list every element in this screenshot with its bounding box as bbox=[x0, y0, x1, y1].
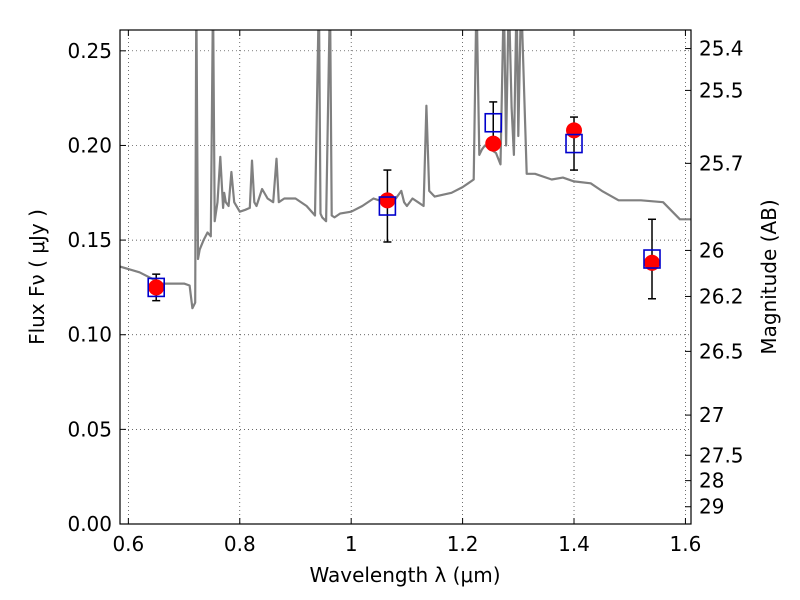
y-axis-title: Flux Fν ( μJy ) bbox=[25, 209, 49, 345]
magnitude-tick-label: 29 bbox=[699, 495, 724, 519]
model-spectrum bbox=[120, 30, 691, 310]
x-tick-label: 1.2 bbox=[447, 532, 479, 556]
magnitude-tick-label: 25.7 bbox=[699, 151, 744, 175]
magnitude-tick-label: 26.2 bbox=[699, 284, 744, 308]
y-tick-label: 0.20 bbox=[67, 133, 112, 157]
observed-point bbox=[643, 249, 661, 269]
x-tick-label: 1.6 bbox=[670, 532, 702, 556]
y-tick-label: 0.10 bbox=[67, 323, 112, 347]
magnitude-tick-label: 25.5 bbox=[699, 78, 744, 102]
x-tick-label: 0.6 bbox=[112, 532, 144, 556]
x-axis-ticks: 0.6 0.8 1 1.2 1.4 1.6 bbox=[112, 30, 701, 556]
observed-point bbox=[147, 277, 166, 298]
magnitude-tick-label: 26.5 bbox=[699, 339, 744, 363]
magnitude-tick-label: 26 bbox=[699, 238, 724, 262]
observed-point bbox=[378, 196, 397, 216]
observed-photometry-points bbox=[147, 112, 661, 298]
observed-point bbox=[565, 133, 583, 154]
y-tick-label: 0.25 bbox=[67, 39, 112, 63]
model-photometry-points bbox=[148, 122, 661, 296]
y-tick-label: 0.05 bbox=[67, 417, 112, 441]
magnitude-tick-label: 27.5 bbox=[699, 443, 744, 467]
plot-frame bbox=[119, 29, 692, 525]
spectrum-line bbox=[120, 30, 691, 310]
y-tick-label: 0.00 bbox=[67, 512, 112, 536]
magnitude-tick-label: 28 bbox=[699, 469, 724, 493]
model-point bbox=[485, 135, 502, 152]
model-point bbox=[566, 122, 583, 139]
grid-lines bbox=[120, 30, 691, 525]
x-axis-title: Wavelength λ (μm) bbox=[309, 563, 500, 587]
y-tick-label: 0.15 bbox=[67, 228, 112, 252]
x-tick-label: 0.8 bbox=[224, 532, 256, 556]
magnitude-axis-title: Magnitude (AB) bbox=[757, 199, 781, 354]
y-axis-ticks: 0.00 0.05 0.10 0.15 0.20 0.25 bbox=[67, 39, 126, 536]
magnitude-tick-label: 27 bbox=[699, 403, 724, 427]
x-tick-label: 1 bbox=[345, 532, 358, 556]
magnitude-tick-label: 25.4 bbox=[699, 37, 744, 61]
observed-point bbox=[484, 112, 503, 133]
model-point bbox=[148, 279, 165, 296]
model-point bbox=[379, 192, 396, 209]
x-tick-label: 1.4 bbox=[558, 532, 590, 556]
